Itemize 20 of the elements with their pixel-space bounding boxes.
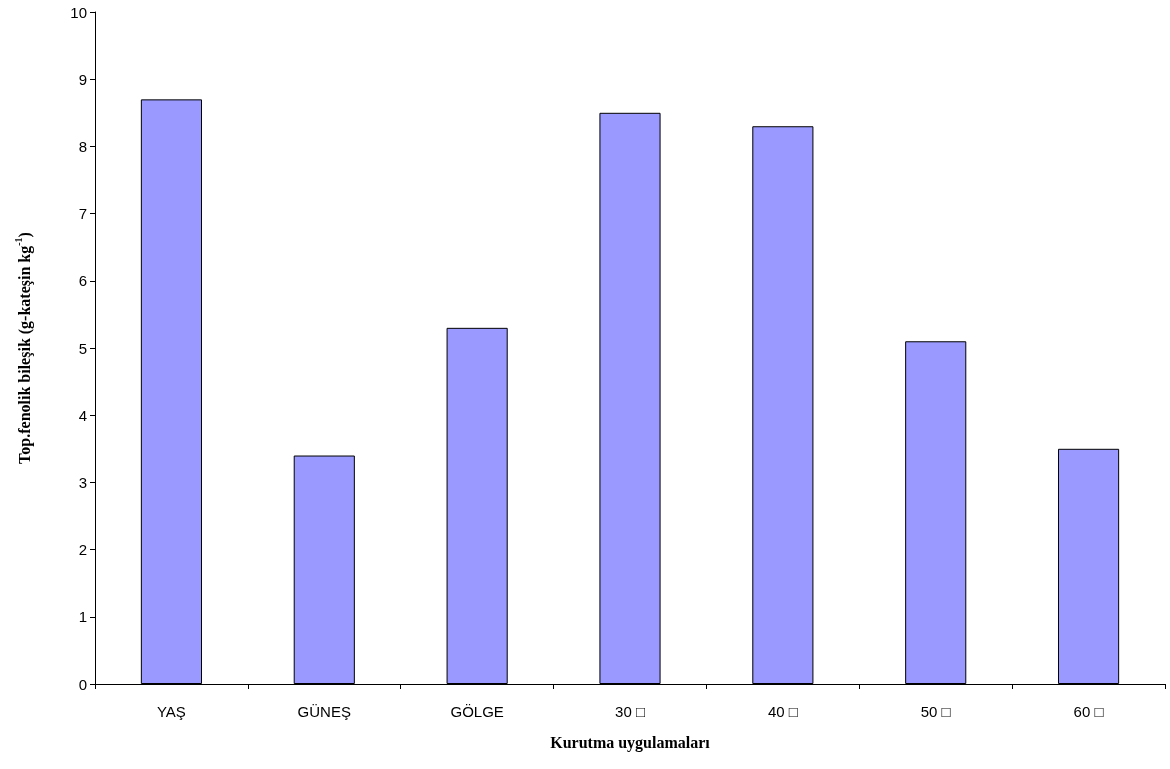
- y-tick-label: 4: [78, 406, 87, 424]
- x-tick-label: GÖLGE: [450, 703, 504, 720]
- x-tick-label: 30 □: [615, 703, 645, 720]
- y-tick-label: 9: [78, 70, 87, 88]
- y-tick-label: 1: [78, 608, 87, 626]
- y-tick-label: 6: [78, 272, 87, 290]
- x-tick-label: 60 □: [1073, 703, 1104, 720]
- x-tick-label: YAŞ: [156, 703, 186, 720]
- y-tick-label: 8: [78, 137, 87, 155]
- x-tick-label: 40 □: [767, 703, 798, 720]
- y-axis-title: Top.fenolik bileşik (g-kateşin kg-1): [12, 232, 34, 464]
- y-tick-label: 7: [78, 205, 87, 223]
- x-tick-label: 50 □: [920, 703, 951, 720]
- y-tick-label: 3: [78, 473, 87, 491]
- y-tick-label: 2: [78, 541, 87, 559]
- x-axis-title: Kurutma uygulamaları: [550, 733, 711, 752]
- y-tick-label: 10: [70, 3, 87, 21]
- y-tick-label: 0: [78, 675, 87, 693]
- y-tick-label: 5: [78, 339, 87, 357]
- x-tick-label: GÜNEŞ: [297, 703, 351, 720]
